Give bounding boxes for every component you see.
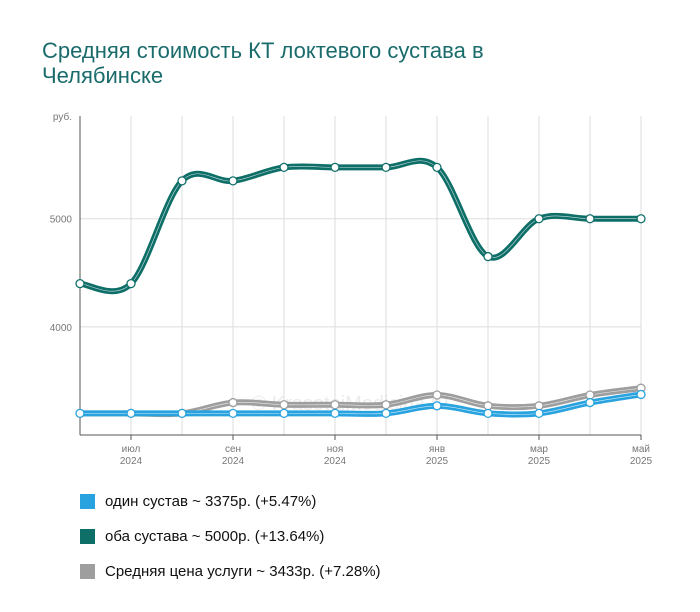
data-point <box>330 400 340 410</box>
data-point <box>177 176 187 186</box>
x-tick-label-month: июл <box>122 444 141 455</box>
data-point <box>483 401 493 411</box>
data-point <box>228 176 238 186</box>
data-point <box>381 400 391 410</box>
legend-label: Средняя цена услуги ~ 3433р. (+7.28%) <box>105 563 381 580</box>
x-tick-label-year: 2024 <box>222 456 245 467</box>
x-tick-label-month: сен <box>225 444 241 455</box>
x-tick-label-year: 2024 <box>120 456 143 467</box>
legend-swatch <box>80 494 95 509</box>
data-point <box>228 408 238 419</box>
data-point <box>432 401 442 411</box>
legend-swatch <box>80 529 95 544</box>
x-tick-label-year: 2025 <box>426 456 449 467</box>
data-point <box>432 162 442 173</box>
data-point <box>279 162 289 173</box>
data-point <box>381 408 391 419</box>
series-line-highlight <box>79 160 641 292</box>
x-tick-label-month: ноя <box>327 444 344 455</box>
data-point <box>585 397 595 408</box>
legend-item-average[interactable]: Средняя цена услуги ~ 3433р. (+7.28%) <box>80 554 381 589</box>
grid <box>80 116 642 435</box>
y-tick-label: 4000 <box>50 323 73 334</box>
legend-label: оба сустава ~ 5000р. (+13.64%) <box>105 528 325 545</box>
x-tick-label-month: мар <box>530 444 548 455</box>
chart-title: Средняя стоимость КТ локтевого сустава в… <box>42 38 484 88</box>
data-point <box>432 390 442 400</box>
x-tick-label-year: 2025 <box>528 456 551 467</box>
data-point <box>330 162 340 173</box>
data-point <box>636 214 646 224</box>
legend-swatch <box>80 564 95 579</box>
data-point <box>177 408 187 419</box>
legend: один сустав ~ 3375р. (+5.47%) оба сустав… <box>80 484 381 589</box>
data-point <box>381 162 391 173</box>
x-tick-label-month: янв <box>429 444 445 455</box>
data-point <box>534 401 544 411</box>
series <box>75 157 646 419</box>
x-tick-label-month: май <box>632 444 650 455</box>
x-tick-label-year: 2024 <box>324 456 347 467</box>
legend-item-one-joint[interactable]: один сустав ~ 3375р. (+5.47%) <box>80 484 381 519</box>
x-tick-label-year: 2025 <box>630 456 653 467</box>
legend-item-both-joints[interactable]: оба сустава ~ 5000р. (+13.64%) <box>80 519 381 554</box>
y-tick-label: 5000 <box>50 215 73 226</box>
data-point <box>228 397 238 408</box>
data-point <box>279 400 289 410</box>
data-point <box>279 408 289 419</box>
data-point <box>330 408 340 419</box>
line-chart: 40005000руб.июл2024сен2024ноя2024янв2025… <box>50 111 653 467</box>
data-point <box>126 278 136 289</box>
y-unit-label: руб. <box>53 111 72 123</box>
data-point <box>483 408 493 419</box>
data-point <box>483 251 493 262</box>
data-point <box>636 389 646 400</box>
data-point <box>126 408 136 419</box>
data-point <box>75 408 85 419</box>
data-point <box>75 278 85 289</box>
data-point <box>585 390 595 400</box>
data-point <box>534 408 544 419</box>
data-point <box>534 214 544 224</box>
axes: 40005000руб.июл2024сен2024ноя2024янв2025… <box>50 111 653 467</box>
legend-label: один сустав ~ 3375р. (+5.47%) <box>105 493 317 510</box>
data-point <box>585 214 595 224</box>
series-line <box>77 157 644 295</box>
